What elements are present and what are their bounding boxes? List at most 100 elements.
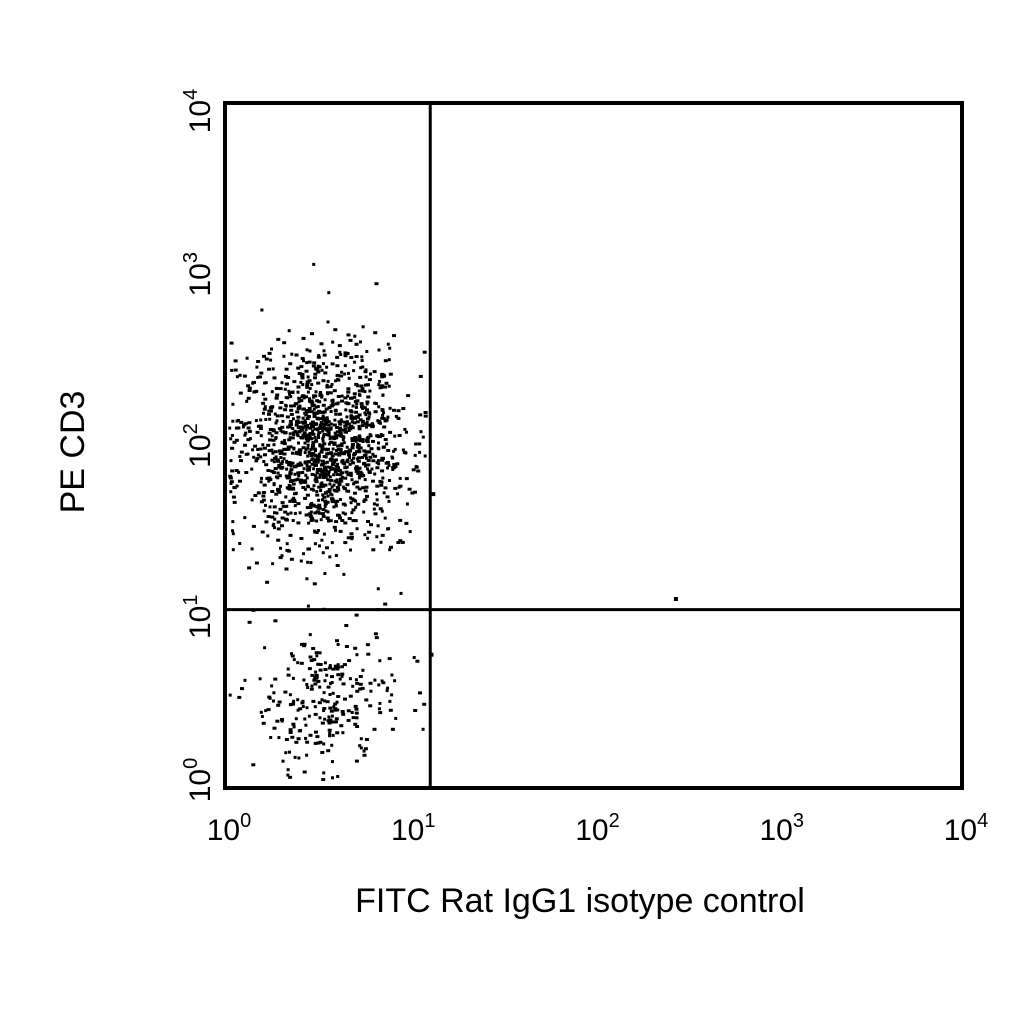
event-dot [380, 469, 385, 473]
event-dot [288, 728, 293, 732]
event-dot [332, 720, 336, 724]
event-dot [239, 420, 244, 424]
event-dot [263, 453, 267, 457]
event-dot [267, 351, 272, 355]
event-dot [382, 417, 386, 421]
event-dot [358, 470, 363, 474]
event-dot [327, 519, 330, 523]
event-dot [232, 500, 237, 504]
event-dot [405, 502, 409, 506]
event-dot [351, 716, 356, 720]
event-dot [366, 383, 370, 387]
event-dot [383, 516, 387, 520]
event-dot [363, 370, 368, 374]
event-dot [291, 519, 295, 522]
event-dot [351, 404, 355, 408]
event-dot [312, 467, 316, 471]
event-dot [387, 657, 392, 661]
event-dot [243, 516, 247, 520]
event-dot [313, 478, 318, 482]
event-dot [328, 706, 333, 710]
event-dot [335, 355, 340, 359]
event-dot [316, 370, 321, 374]
event-dot [312, 484, 316, 488]
event-dot [326, 478, 330, 482]
event-dot [376, 419, 380, 423]
event-dot [326, 685, 331, 689]
event-dot [301, 421, 306, 425]
event-dot [315, 456, 320, 460]
event-dot [272, 726, 277, 730]
event-dot [358, 474, 362, 478]
event-dot [404, 477, 409, 481]
event-dot [327, 291, 331, 295]
event-dot [358, 675, 363, 678]
event-dot [377, 707, 381, 711]
event-dot [337, 665, 341, 669]
event-dot [367, 530, 372, 534]
event-dot [361, 440, 365, 443]
event-dot [304, 413, 309, 417]
event-dot [362, 406, 367, 410]
event-dot [339, 418, 343, 422]
event-dot [350, 420, 354, 424]
event-dot [276, 487, 281, 491]
event-dot [377, 683, 381, 687]
event-dot [406, 394, 411, 398]
event-dot [316, 405, 320, 409]
event-dot [280, 516, 285, 520]
event-dot [294, 717, 298, 721]
event-dot [299, 380, 303, 384]
event-dot [357, 389, 361, 393]
event-dot [252, 455, 256, 459]
event-dot [316, 433, 320, 437]
event-dot [363, 453, 368, 457]
event-dot [298, 480, 303, 483]
event-dot [347, 489, 351, 493]
event-dot [368, 681, 373, 685]
event-dot [315, 471, 319, 475]
event-dot [328, 734, 332, 738]
event-dot [335, 480, 339, 484]
event-dot [342, 487, 347, 491]
event-dot [274, 437, 278, 441]
event-dot [301, 486, 306, 489]
event-dot [336, 775, 340, 778]
event-dot [314, 476, 319, 480]
event-dot [330, 362, 335, 366]
event-dot [314, 390, 318, 394]
event-dot [314, 394, 318, 398]
event-dot [321, 476, 326, 479]
event-dot [322, 495, 327, 499]
event-dot [329, 440, 334, 444]
event-dot [359, 366, 363, 370]
event-dot [364, 368, 368, 372]
event-dot [253, 444, 258, 448]
event-dot [358, 393, 362, 397]
event-dot [322, 362, 325, 366]
event-dot [343, 697, 347, 701]
event-dot [328, 437, 332, 441]
event-dot [286, 667, 290, 671]
event-dot [331, 401, 335, 405]
event-dot [230, 368, 234, 372]
event-dot [321, 515, 326, 518]
event-dot [261, 392, 265, 396]
event-dot [301, 705, 305, 708]
event-dot [366, 520, 370, 523]
event-dot [333, 409, 338, 413]
event-dot [327, 406, 332, 410]
event-dot [303, 432, 306, 436]
event-dot [349, 474, 353, 478]
event-dot [332, 423, 337, 427]
event-dot [385, 689, 389, 693]
event-dot [388, 346, 392, 350]
event-dot [351, 684, 355, 688]
event-dot [296, 366, 301, 370]
event-dot [308, 426, 313, 430]
event-dot [316, 381, 321, 385]
event-dot [327, 429, 331, 432]
event-dot [354, 613, 359, 617]
event-dot [314, 405, 318, 409]
